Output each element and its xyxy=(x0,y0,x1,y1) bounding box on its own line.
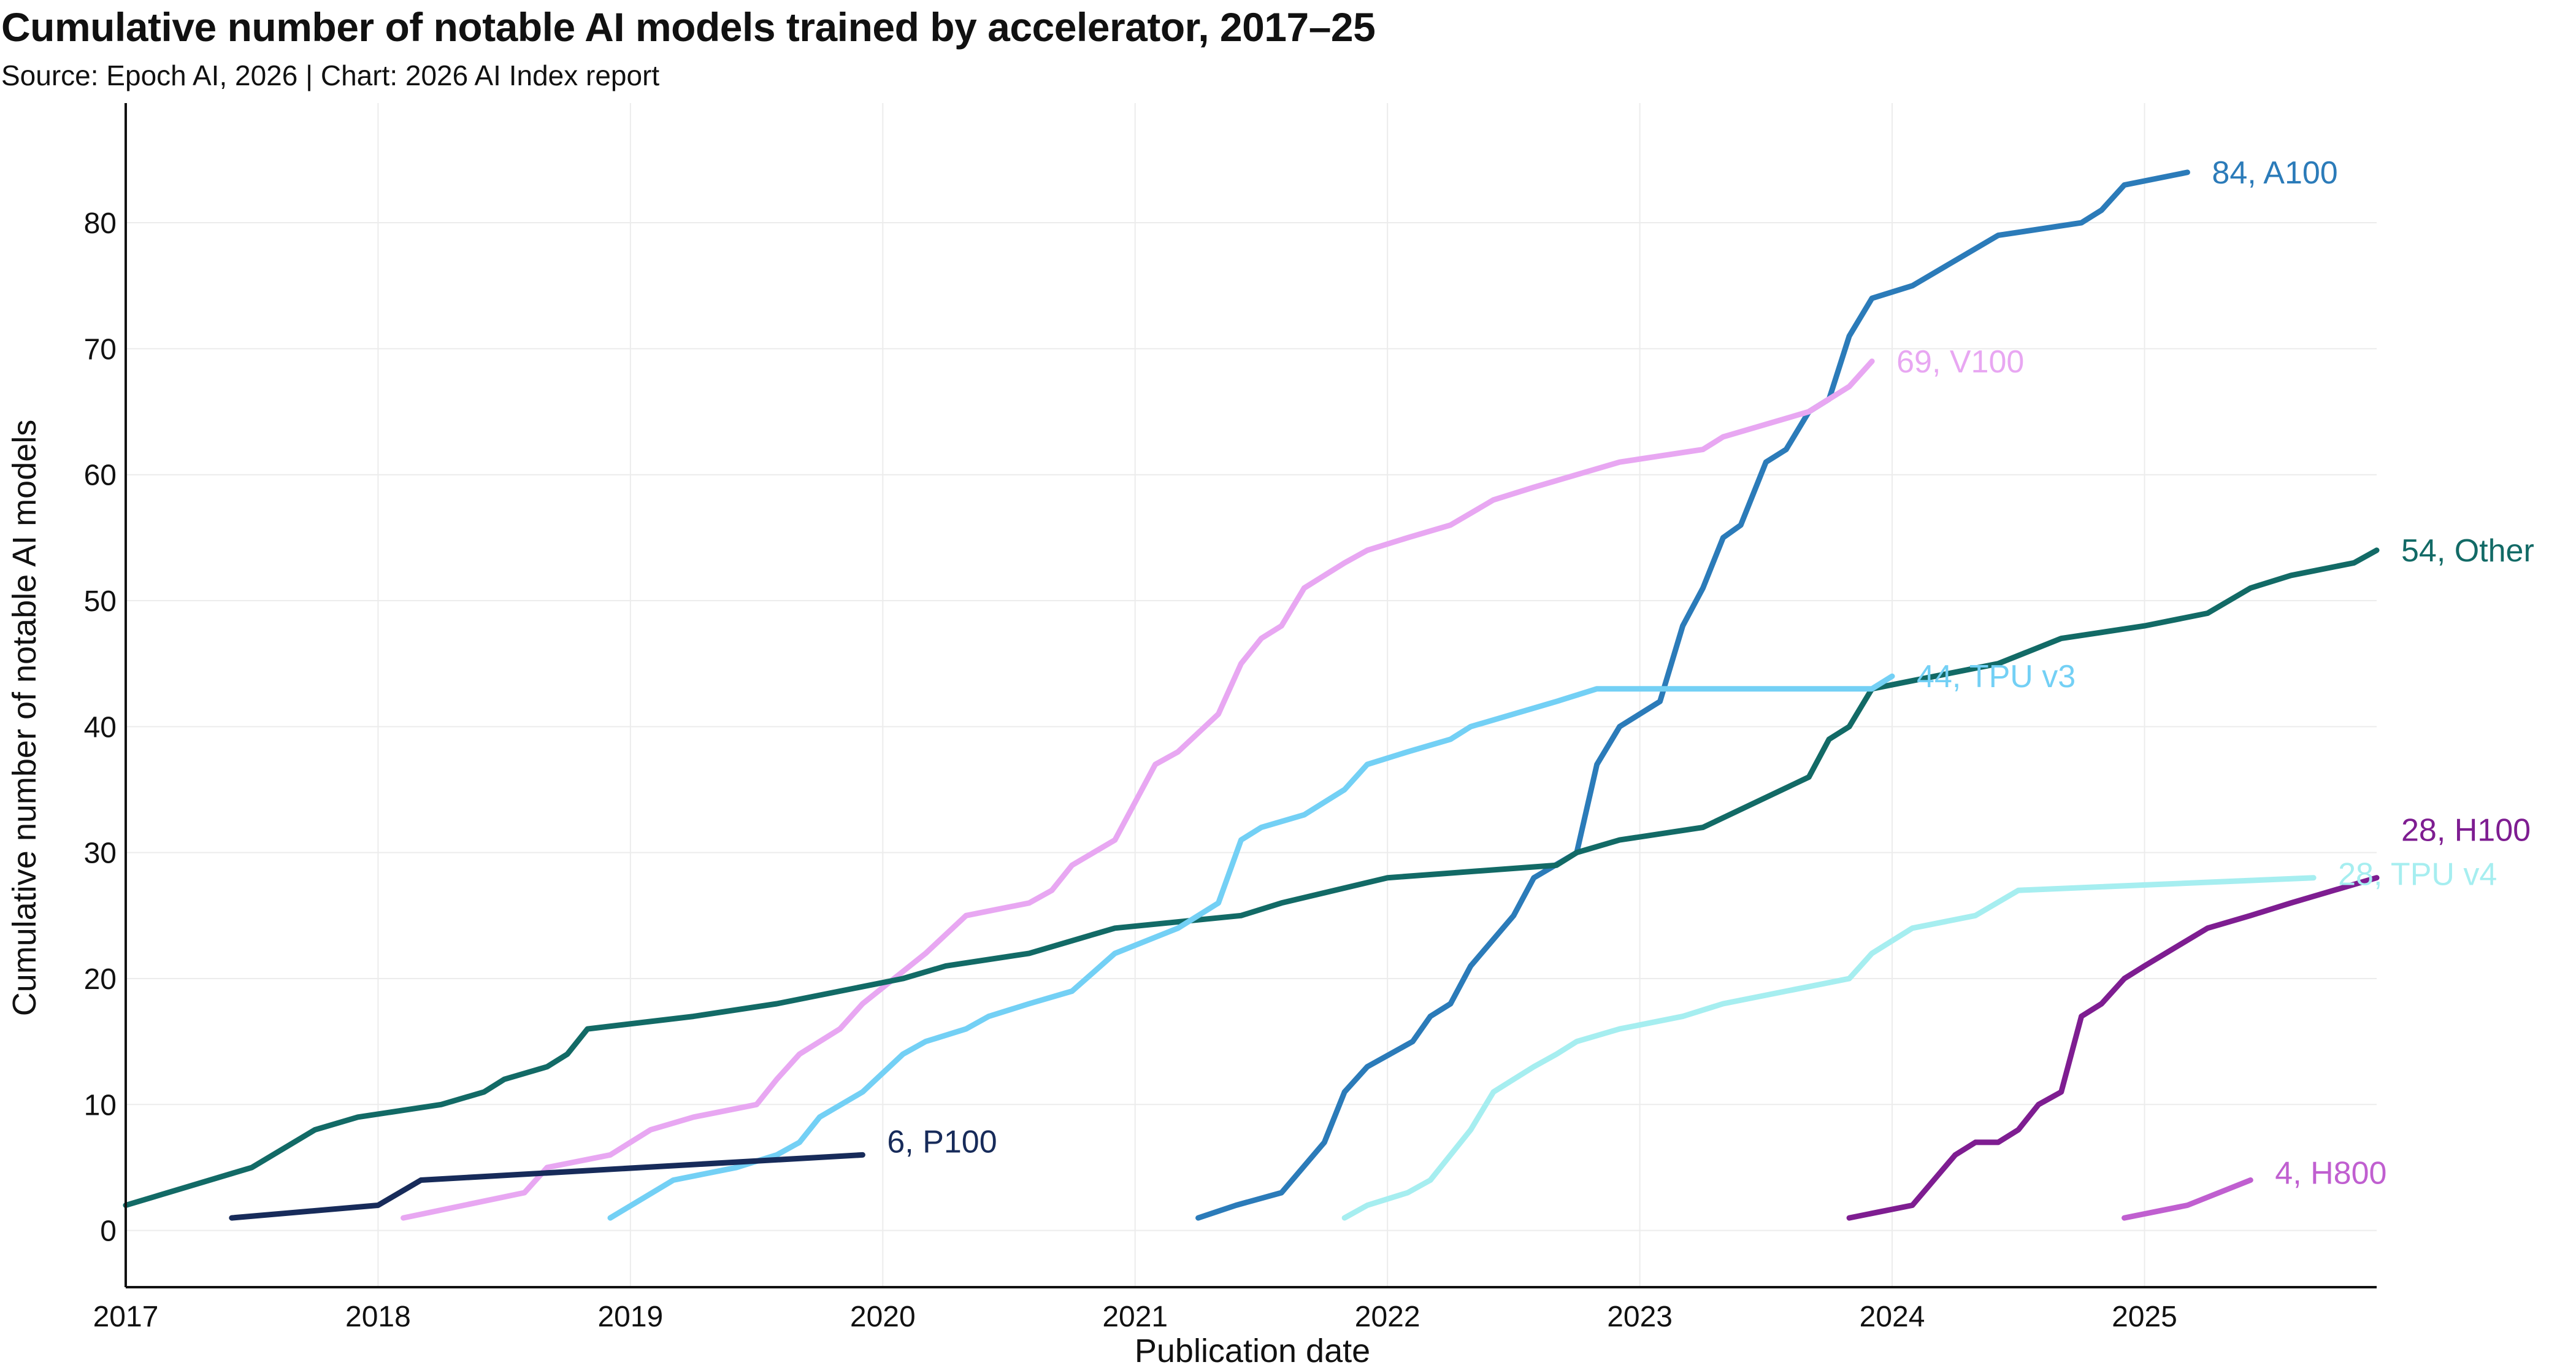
y-tick-label: 0 xyxy=(100,1215,117,1248)
x-tick-label: 2019 xyxy=(597,1301,663,1333)
series-label-v100: 69, V100 xyxy=(1896,344,2024,380)
series-line-tpu-v3 xyxy=(607,673,1895,1221)
y-tick-label: 50 xyxy=(84,585,117,618)
tick-labels: 0 10 20 30 40 50 60 70 80 2017 2018 2019 2020 2021 202… xyxy=(84,207,2177,1333)
y-tick-label: 20 xyxy=(84,963,117,996)
y-tick-label: 60 xyxy=(84,460,117,492)
x-axis-title: Publication date xyxy=(1135,1333,1370,1369)
x-tick-label: 2022 xyxy=(1355,1301,1420,1333)
series-label-a100: 84, A100 xyxy=(2212,155,2337,191)
series-labels: 84, A100 69, V100 54, Other 44, TPU v3 28, T… xyxy=(887,155,2534,1191)
y-tick-label: 80 xyxy=(84,207,117,240)
series-line-tpu-v4 xyxy=(1341,875,2317,1221)
series-line-h800 xyxy=(2122,1177,2253,1221)
x-tick-label: 2018 xyxy=(345,1301,411,1333)
series-label-h100: 28, H100 xyxy=(2401,813,2531,849)
y-tick-label: 10 xyxy=(84,1089,117,1122)
chart-subtitle: Source: Epoch AI, 2026 | Chart: 2026 AI … xyxy=(1,60,660,91)
series-label-tpu-v3: 44, TPU v3 xyxy=(1917,659,2076,695)
series-label-tpu-v4: 28, TPU v4 xyxy=(2338,857,2497,893)
series-line-p100 xyxy=(229,1152,865,1221)
series-line-other xyxy=(123,547,2380,1208)
series-label-other: 54, Other xyxy=(2401,533,2534,569)
series-line-v100 xyxy=(401,358,1875,1221)
chart-title: Cumulative number of notable AI models t… xyxy=(1,4,1376,50)
series-lines xyxy=(123,169,2380,1221)
y-axis-title: Cumulative number of notable AI models xyxy=(6,420,43,1017)
x-tick-label: 2025 xyxy=(2112,1301,2177,1333)
x-tick-label: 2023 xyxy=(1607,1301,1673,1333)
x-tick-label: 2024 xyxy=(1860,1301,1925,1333)
y-tick-label: 70 xyxy=(84,333,117,366)
series-label-p100: 6, P100 xyxy=(887,1124,997,1160)
series-line-h100 xyxy=(1846,875,2380,1221)
y-tick-label: 30 xyxy=(84,837,117,870)
axes xyxy=(125,103,2377,1288)
x-tick-label: 2021 xyxy=(1102,1301,1168,1333)
grid-lines xyxy=(125,103,2377,1287)
x-tick-label: 2017 xyxy=(93,1301,159,1333)
series-label-h800: 4, H800 xyxy=(2275,1155,2386,1191)
x-tick-label: 2020 xyxy=(850,1301,916,1333)
y-tick-label: 40 xyxy=(84,711,117,744)
series-line-a100 xyxy=(1195,169,2190,1221)
